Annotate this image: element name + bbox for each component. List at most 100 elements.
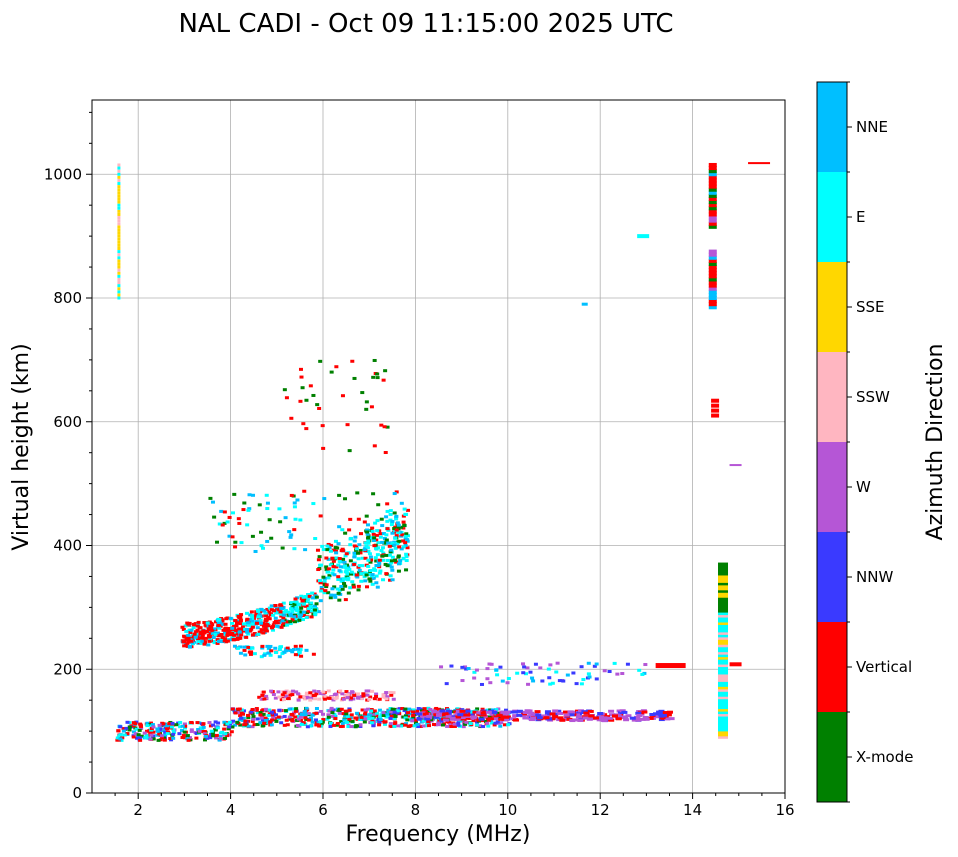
echo-point [399, 501, 404, 505]
echo-point [308, 384, 313, 388]
echo-point [718, 678, 729, 682]
echo-point [359, 579, 364, 583]
echo-point [284, 396, 289, 400]
echo-point [366, 549, 371, 553]
echo-point [385, 519, 390, 523]
echo-point [351, 583, 356, 587]
echo-point [270, 625, 275, 629]
echo-point [260, 646, 265, 650]
echo-point [356, 584, 361, 588]
echo-point [352, 555, 357, 559]
echo-point [718, 720, 729, 724]
echo-point [269, 649, 274, 653]
echo-point [261, 708, 266, 712]
echo-point [436, 710, 443, 714]
echo-point [335, 546, 340, 550]
echo-point [251, 493, 256, 497]
echo-point [295, 619, 300, 623]
echo-point [264, 628, 269, 632]
echo-point [162, 738, 167, 742]
echo-point [211, 635, 216, 639]
echo-point [131, 735, 136, 739]
echo-point [488, 718, 493, 722]
echo-point [729, 464, 742, 467]
echo-point [377, 708, 382, 712]
echo-point [390, 519, 395, 523]
echo-point [708, 280, 717, 285]
echo-point [476, 718, 481, 722]
echo-point [194, 630, 199, 634]
colorbar-label: SSE [856, 298, 885, 316]
echo-point [555, 709, 562, 713]
echo-point [353, 725, 358, 729]
echo-point [321, 690, 326, 694]
echo-point [233, 545, 238, 549]
echo-point [381, 711, 386, 715]
echo-point [577, 718, 584, 722]
echo-point [639, 717, 646, 721]
echo-point [718, 624, 729, 628]
echo-point [273, 646, 278, 650]
echo-point [322, 591, 327, 595]
echo-point [496, 707, 501, 711]
echo-point [364, 400, 369, 404]
echo-point [380, 540, 385, 544]
echo-point [403, 536, 408, 540]
echo-point [178, 720, 183, 724]
echo-point [326, 567, 331, 571]
echo-point [491, 710, 498, 714]
echo-point [357, 717, 362, 721]
echo-point [377, 529, 382, 533]
echo-point [421, 716, 426, 720]
echo-point [307, 718, 312, 722]
echo-point [367, 577, 372, 581]
echo-point [718, 651, 729, 655]
echo-point [290, 608, 295, 612]
echo-point [345, 693, 350, 697]
echo-point [378, 715, 383, 719]
echo-point [278, 610, 283, 614]
echo-point [383, 369, 388, 373]
echo-point [117, 277, 121, 281]
echo-point [246, 724, 251, 728]
echo-point [426, 714, 433, 718]
echo-point [403, 543, 408, 547]
echo-point [434, 706, 439, 710]
echo-point [362, 575, 367, 579]
echo-point [311, 694, 316, 698]
echo-point [117, 222, 121, 226]
echo-point [196, 637, 201, 641]
echo-point [151, 725, 156, 729]
echo-point [343, 497, 348, 501]
echo-point [318, 514, 323, 518]
echo-point [341, 557, 346, 561]
echo-point [416, 716, 423, 720]
echo-point [393, 536, 398, 540]
echo-point [457, 713, 464, 717]
echo-point [401, 520, 406, 524]
echo-point [366, 573, 371, 577]
echo-point [157, 732, 162, 736]
echo-point [394, 528, 399, 532]
echo-point [227, 534, 232, 538]
echo-point [344, 566, 349, 570]
echo-point [200, 635, 205, 639]
echo-point [326, 591, 331, 595]
echo-point [275, 608, 280, 612]
echo-point [718, 683, 729, 687]
echo-point [331, 559, 336, 563]
echo-point [292, 501, 297, 505]
echo-point [224, 617, 229, 621]
echo-point [708, 218, 717, 223]
echo-point [284, 694, 289, 698]
echo-point [718, 562, 729, 566]
echo-point [117, 172, 121, 176]
echo-point [423, 724, 428, 728]
echo-point [301, 614, 306, 618]
echo-point [314, 602, 319, 606]
echo-point [372, 697, 377, 701]
echo-point [268, 720, 273, 724]
echo-point [331, 723, 336, 727]
echo-point [313, 612, 318, 616]
echo-point [273, 717, 278, 721]
